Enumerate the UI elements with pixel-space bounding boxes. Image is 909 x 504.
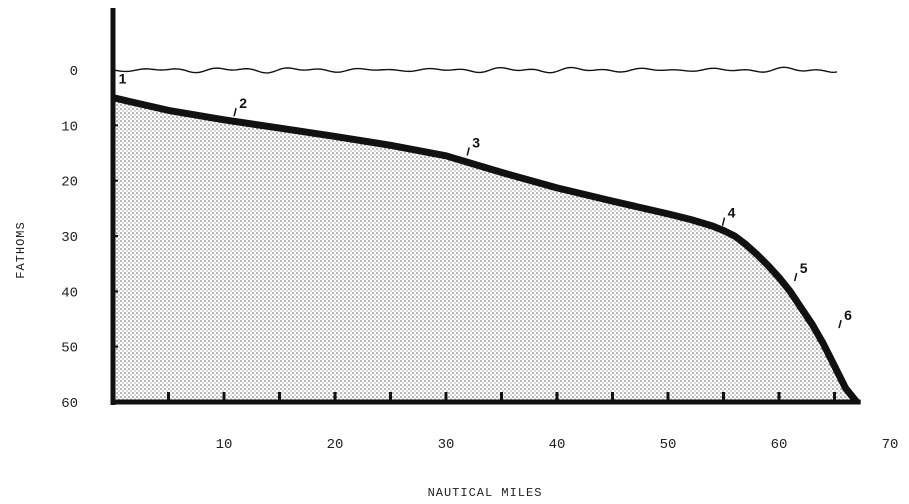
station-label: 2 (239, 95, 247, 111)
seabed-profile-line (112, 94, 860, 405)
seabed-area (112, 94, 860, 405)
x-tick-label: 10 (216, 437, 233, 453)
y-tick-label: 20 (61, 175, 78, 191)
y-tick-label: 10 (61, 119, 78, 135)
y-tick-label: 40 (61, 285, 78, 301)
station-tick (838, 319, 842, 329)
x-tick-label: 60 (771, 437, 788, 453)
x-axis-title: NAUTICAL MILES (428, 486, 543, 500)
y-tick-label: 60 (61, 396, 78, 412)
station-tick (721, 217, 726, 226)
x-tick-label: 40 (549, 437, 566, 453)
station-tick (466, 147, 470, 156)
station-label: 1 (119, 71, 127, 87)
axes (110, 8, 861, 405)
station-markers: 1 2 3 4 5 6 (119, 71, 852, 329)
x-tick-label: 30 (438, 437, 455, 453)
y-tick-label: 50 (61, 341, 78, 357)
y-tick-label: 30 (61, 230, 78, 246)
station-label: 5 (800, 260, 808, 276)
station-label: 4 (728, 205, 736, 221)
sea-surface-line (112, 66, 838, 74)
sea-surface (112, 66, 838, 74)
x-tick-label: 50 (660, 437, 677, 453)
x-tick-label: 70 (882, 437, 899, 453)
tick-labels: 10 20 30 40 50 60 70 0 10 20 30 40 50 60 (61, 64, 898, 453)
station-tick (233, 107, 237, 117)
x-tick-label: 20 (327, 437, 344, 453)
y-axis-title: FATHOMS (14, 221, 28, 278)
station-tick (793, 272, 798, 282)
station-label: 3 (472, 134, 480, 150)
station-label: 6 (844, 307, 852, 323)
y-tick-label: 0 (70, 64, 78, 80)
seabed-fill (113, 97, 857, 402)
